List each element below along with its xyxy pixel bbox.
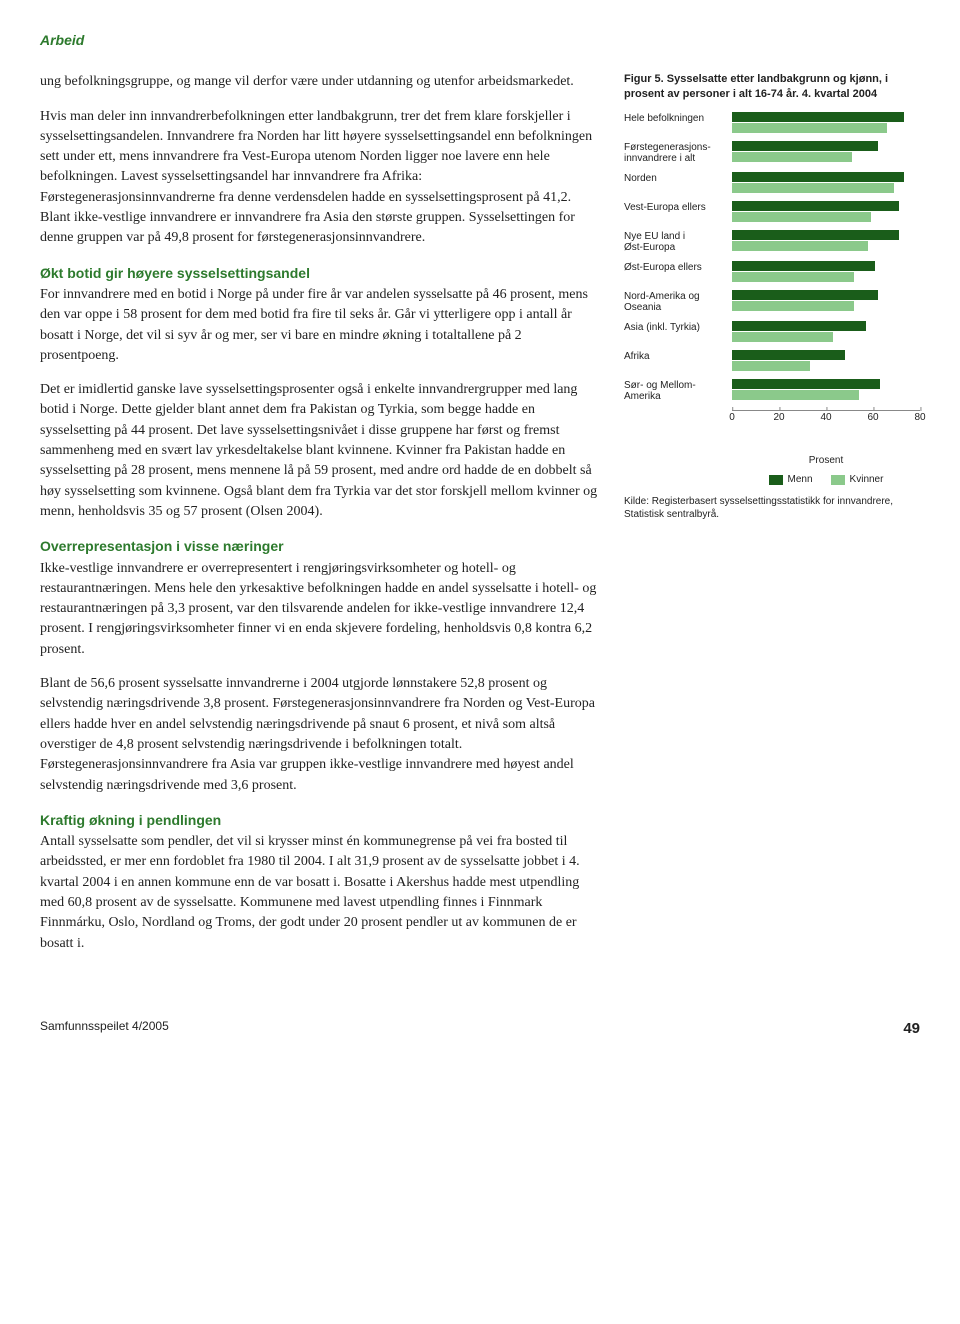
chart-category-label: Nye EU land i Øst-Europa bbox=[624, 230, 732, 254]
bar-kvinner bbox=[732, 361, 810, 371]
chart-category-label: Afrika bbox=[624, 350, 732, 363]
bar-kvinner bbox=[732, 152, 852, 162]
chart-bars bbox=[732, 379, 920, 401]
bar-menn bbox=[732, 112, 904, 122]
bar-menn bbox=[732, 230, 899, 240]
axis-tick: 80 bbox=[914, 411, 925, 425]
legend-label: Menn bbox=[788, 473, 813, 487]
body-paragraph: Blant de 56,6 prosent sysselsatte innvan… bbox=[40, 674, 600, 796]
chart-row: Hele befolkningen bbox=[624, 112, 920, 134]
legend-item-menn: Menn bbox=[769, 473, 813, 487]
chart-bars bbox=[732, 172, 920, 194]
chart-category-label: Vest-Europa ellers bbox=[624, 201, 732, 214]
chart-row: Norden bbox=[624, 172, 920, 194]
chart-legend: Menn Kvinner bbox=[732, 473, 920, 487]
body-paragraph: Hvis man deler inn innvandrerbefolkninge… bbox=[40, 107, 600, 249]
legend-swatch-kvinner bbox=[831, 475, 845, 485]
chart-row: Øst-Europa ellers bbox=[624, 261, 920, 283]
chart-bars bbox=[732, 112, 920, 134]
chart-row: Afrika bbox=[624, 350, 920, 372]
subsection-heading: Økt botid gir høyere sysselsettingsandel bbox=[40, 263, 600, 283]
chart-row: Nord-Amerika og Oseania bbox=[624, 290, 920, 314]
bar-menn bbox=[732, 290, 878, 300]
axis-tick: 40 bbox=[820, 411, 831, 425]
chart-category-label: Sør- og Mellom- Amerika bbox=[624, 379, 732, 403]
bar-kvinner bbox=[732, 301, 854, 311]
body-paragraph: ung befolkningsgruppe, og mange vil derf… bbox=[40, 72, 600, 92]
bar-menn bbox=[732, 350, 845, 360]
bar-chart: Hele befolkningen Førstegenerasjons- innv… bbox=[624, 112, 920, 487]
chart-row: Vest-Europa ellers bbox=[624, 201, 920, 223]
legend-label: Kvinner bbox=[850, 473, 884, 487]
body-paragraph: For innvandrere med en botid i Norge på … bbox=[40, 285, 600, 366]
bar-menn bbox=[732, 321, 866, 331]
chart-category-label: Øst-Europa ellers bbox=[624, 261, 732, 274]
footer-publication: Samfunnsspeilet 4/2005 bbox=[40, 1018, 169, 1040]
bar-menn bbox=[732, 141, 878, 151]
bar-menn bbox=[732, 201, 899, 211]
chart-row: Nye EU land i Øst-Europa bbox=[624, 230, 920, 254]
body-paragraph: Antall sysselsatte som pendler, det vil … bbox=[40, 832, 600, 954]
chart-row: Førstegenerasjons- innvandrere i alt bbox=[624, 141, 920, 165]
bar-kvinner bbox=[732, 212, 871, 222]
chart-row: Asia (inkl. Tyrkia) bbox=[624, 321, 920, 343]
bar-kvinner bbox=[732, 123, 887, 133]
figure-caption: Figur 5. Sysselsatte etter landbakgrunn … bbox=[624, 72, 920, 102]
bar-kvinner bbox=[732, 183, 894, 193]
bar-menn bbox=[732, 261, 875, 271]
bar-kvinner bbox=[732, 390, 859, 400]
chart-row: Sør- og Mellom- Amerika bbox=[624, 379, 920, 403]
figure-source: Kilde: Registerbasert sysselsettingsstat… bbox=[624, 495, 920, 521]
section-header: Arbeid bbox=[40, 30, 920, 50]
chart-bars bbox=[732, 321, 920, 343]
body-paragraph: Ikke-vestlige innvandrere er overreprese… bbox=[40, 559, 600, 660]
chart-category-label: Asia (inkl. Tyrkia) bbox=[624, 321, 732, 334]
axis-tick: 60 bbox=[867, 411, 878, 425]
chart-bars bbox=[732, 290, 920, 312]
bar-menn bbox=[732, 379, 880, 389]
x-axis-label: Prosent bbox=[732, 454, 920, 468]
chart-category-label: Førstegenerasjons- innvandrere i alt bbox=[624, 141, 732, 165]
chart-category-label: Nord-Amerika og Oseania bbox=[624, 290, 732, 314]
chart-bars bbox=[732, 201, 920, 223]
bar-kvinner bbox=[732, 241, 868, 251]
bar-kvinner bbox=[732, 272, 854, 282]
bar-menn bbox=[732, 172, 904, 182]
two-column-layout: ung befolkningsgruppe, og mange vil derf… bbox=[40, 72, 920, 968]
figure-column: Figur 5. Sysselsatte etter landbakgrunn … bbox=[624, 72, 920, 968]
legend-swatch-menn bbox=[769, 475, 783, 485]
footer-page-number: 49 bbox=[903, 1018, 920, 1040]
legend-item-kvinner: Kvinner bbox=[831, 473, 884, 487]
axis-tick: 20 bbox=[773, 411, 784, 425]
axis-tick: 0 bbox=[729, 411, 735, 425]
chart-bars bbox=[732, 261, 920, 283]
main-text-column: ung befolkningsgruppe, og mange vil derf… bbox=[40, 72, 600, 968]
chart-bars bbox=[732, 350, 920, 372]
bar-kvinner bbox=[732, 332, 833, 342]
subsection-heading: Overrepresentasjon i visse næringer bbox=[40, 536, 600, 556]
subsection-heading: Kraftig økning i pendlingen bbox=[40, 810, 600, 830]
chart-category-label: Norden bbox=[624, 172, 732, 185]
chart-bars bbox=[732, 141, 920, 163]
body-paragraph: Det er imidlertid ganske lave sysselsett… bbox=[40, 380, 600, 522]
chart-bars bbox=[732, 230, 920, 252]
page-footer: Samfunnsspeilet 4/2005 49 bbox=[40, 1018, 920, 1040]
chart-category-label: Hele befolkningen bbox=[624, 112, 732, 125]
